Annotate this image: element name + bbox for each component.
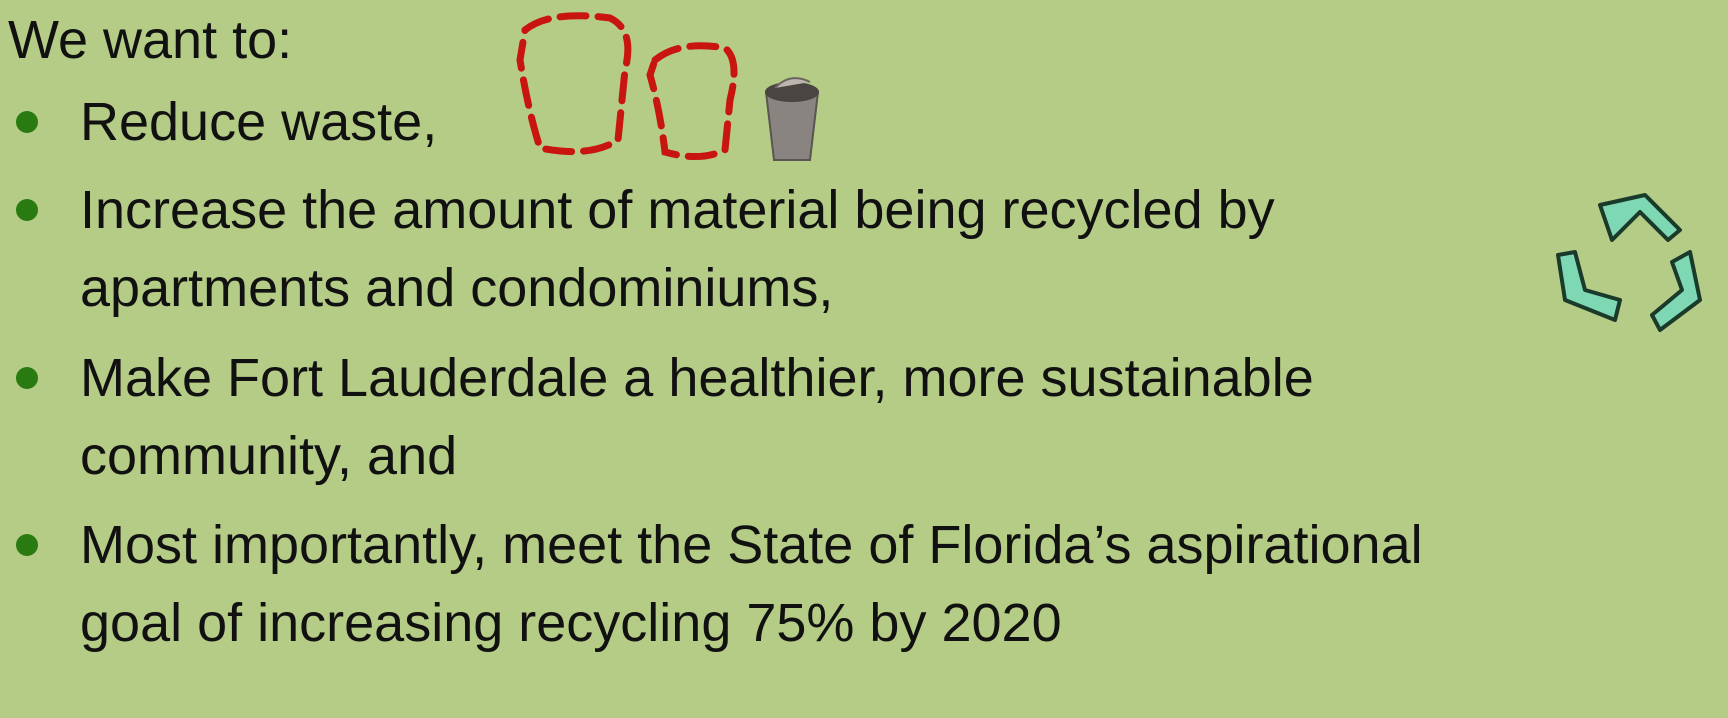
bag-outline bbox=[520, 16, 734, 157]
recycle-symbol bbox=[1558, 195, 1700, 330]
illustrations bbox=[0, 0, 1728, 718]
trash-can bbox=[765, 78, 819, 160]
slide: {"heading": "We want to:", "items": [ {"… bbox=[0, 0, 1728, 718]
